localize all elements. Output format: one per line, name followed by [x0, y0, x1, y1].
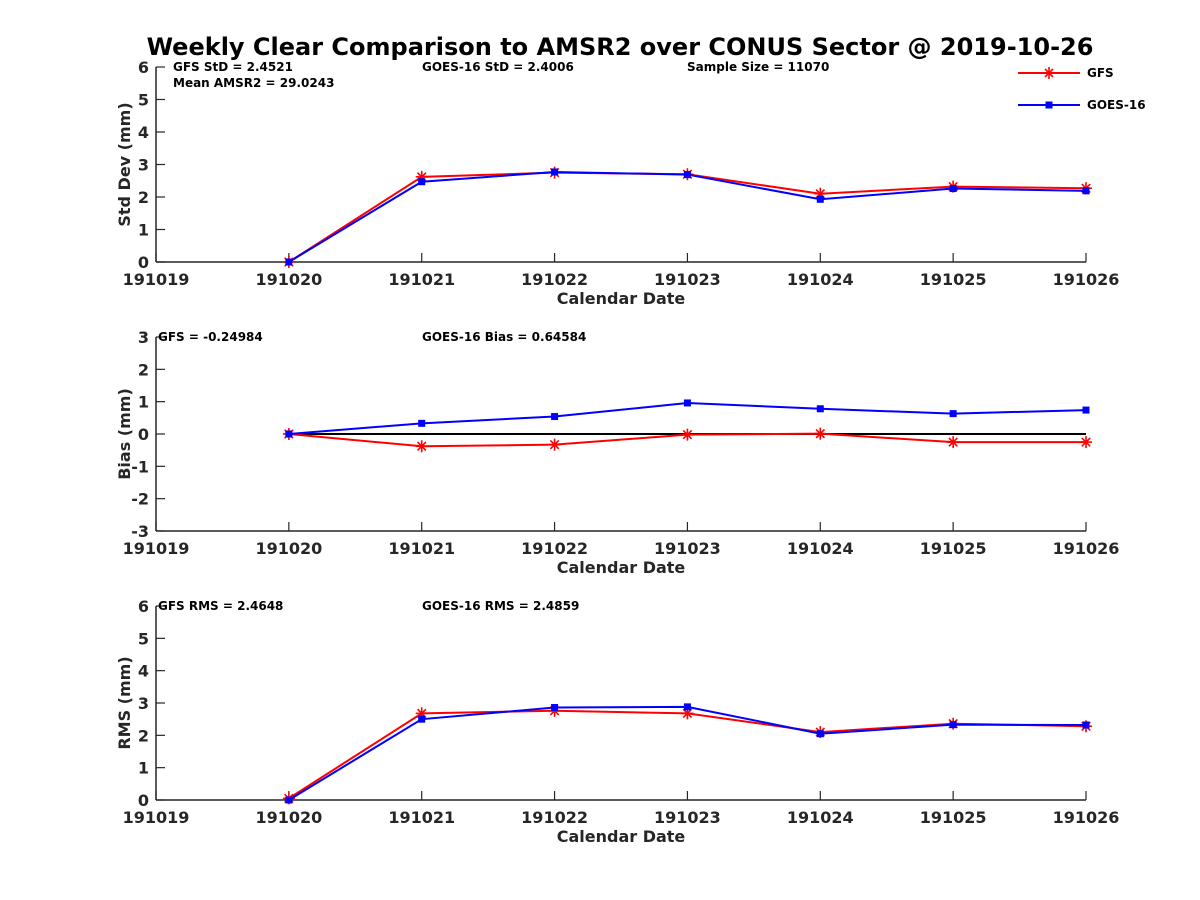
rms-y-tick-label: 0	[138, 791, 149, 810]
bias-y-tick-label: -1	[131, 457, 149, 476]
std-dev-goes16-point	[551, 168, 559, 176]
rms-y-tick-label: 3	[138, 694, 149, 713]
std-dev-x-tick-label: 191024	[787, 270, 854, 289]
std-dev-x-tick-label: 191023	[654, 270, 721, 289]
rms-panel: 191019 191020 191021 191022 191023 191024 1910…	[115, 597, 1119, 846]
rms-goes16-point	[285, 796, 293, 804]
bias-y-axis-label: Bias (mm)	[115, 388, 134, 480]
rms-x-tick-label: 191025	[920, 808, 987, 827]
bias-goes16-point	[816, 405, 824, 413]
rms-y-tick-label: 2	[138, 726, 149, 745]
rms-x-tick-label: 191023	[654, 808, 721, 827]
rms-y-axis-label: RMS (mm)	[115, 656, 134, 749]
std-dev-y-tick-label: 5	[138, 91, 149, 110]
std-dev-annotation: GOES-16 StD = 2.4006	[422, 60, 574, 74]
std-dev-goes16-point	[1082, 187, 1090, 195]
std-dev-goes16-point	[816, 195, 824, 203]
bias-y-tick-label: 1	[138, 393, 149, 412]
std-dev-goes16-point	[683, 171, 691, 179]
bias-gfs-point	[548, 438, 561, 451]
std-dev-x-tick-label: 191021	[388, 270, 455, 289]
std-dev-x-tick-label: 191020	[255, 270, 322, 289]
rms-x-tick-label: 191020	[255, 808, 322, 827]
bias-x-tick-label: 191023	[654, 539, 721, 558]
rms-x-axis-label: Calendar Date	[557, 827, 686, 846]
std-dev-goes16-point	[949, 185, 957, 193]
rms-goes16-point	[418, 715, 426, 723]
legend-goes16-marker	[1045, 101, 1053, 109]
legend-gfs-marker	[1043, 67, 1055, 79]
legend-gfs-label: GFS	[1087, 66, 1114, 80]
std-dev-x-tick-label: 191025	[920, 270, 987, 289]
bias-y-tick-label: 2	[138, 360, 149, 379]
bias-x-tick-label: 191024	[787, 539, 854, 558]
std-dev-y-tick-label: 1	[138, 221, 149, 240]
bias-goes16-point	[683, 399, 691, 407]
bias-x-tick-label: 191019	[123, 539, 190, 558]
rms-x-tick-label: 191026	[1053, 808, 1120, 827]
bias-goes16-point	[551, 413, 559, 421]
rms-goes16-point	[551, 704, 559, 712]
bias-x-tick-label: 191025	[920, 539, 987, 558]
bias-gfs-point	[814, 427, 827, 440]
bias-panel: 191019 191020 191021 191022 191023 191024 1910…	[115, 328, 1119, 577]
rms-x-tick-label: 191024	[787, 808, 854, 827]
rms-goes16-point	[683, 703, 691, 711]
std-dev-gfs-line	[288, 171, 1087, 263]
rms-x-tick-label: 191022	[521, 808, 588, 827]
std-dev-y-axis-label: Std Dev (mm)	[115, 102, 134, 226]
bias-x-tick-label: 191021	[388, 539, 455, 558]
bias-x-axis-label: Calendar Date	[557, 558, 686, 577]
std-dev-goes16-point	[285, 258, 293, 266]
bias-gfs-point	[1080, 436, 1092, 449]
legend: GFS GOES-16	[1018, 66, 1146, 112]
rms-y-tick-label: 4	[138, 662, 149, 681]
bias-y-tick-label: 0	[138, 425, 149, 444]
figure-title: Weekly Clear Comparison to AMSR2 over CO…	[147, 33, 1094, 61]
std-dev-y-tick-label: 3	[138, 156, 149, 175]
bias-gfs-point	[415, 440, 428, 453]
std-dev-annotation: Sample Size = 11070	[687, 60, 829, 74]
bias-y-tick-label: -3	[131, 522, 149, 541]
bias-annotation: GOES-16 Bias = 0.64584	[422, 330, 586, 344]
std-dev-y-tick-label: 0	[138, 253, 149, 272]
bias-x-tick-label: 191026	[1053, 539, 1120, 558]
rms-goes16-point	[949, 721, 957, 729]
bias-goes16-point	[949, 410, 957, 418]
std-dev-goes16-point	[418, 178, 426, 186]
rms-x-tick-label: 191021	[388, 808, 455, 827]
std-dev-x-tick-label: 191026	[1053, 270, 1120, 289]
rms-x-tick-label: 191019	[123, 808, 190, 827]
std-dev-y-tick-label: 6	[138, 58, 149, 77]
std-dev-y-tick-label: 4	[138, 123, 149, 142]
bias-x-tick-label: 191022	[521, 539, 588, 558]
bias-gfs-point	[947, 436, 960, 449]
std-dev-annotation: GFS StD = 2.4521	[173, 60, 293, 74]
legend-goes16-label: GOES-16	[1087, 98, 1146, 112]
std-dev-y-tick-label: 2	[138, 188, 149, 207]
bias-goes16-point	[1082, 406, 1090, 414]
bias-gfs-point	[681, 428, 694, 441]
rms-goes16-point	[816, 730, 824, 738]
bias-y-tick-label: -2	[131, 490, 149, 509]
std-dev-x-tick-label: 191019	[123, 270, 190, 289]
bias-annotation: GFS = -0.24984	[158, 330, 263, 344]
rms-y-tick-label: 5	[138, 629, 149, 648]
std-dev-panel: 191019 191020 191021 191022 191023 191024 1910…	[115, 58, 1119, 308]
std-dev-x-tick-label: 191022	[521, 270, 588, 289]
bias-goes16-point	[418, 419, 426, 427]
bias-goes16-point	[285, 430, 293, 438]
rms-y-tick-label: 1	[138, 759, 149, 778]
rms-annotation: GOES-16 RMS = 2.4859	[422, 599, 579, 613]
rms-annotation: GFS RMS = 2.4648	[158, 599, 283, 613]
bias-y-tick-label: 3	[138, 328, 149, 347]
bias-x-tick-label: 191020	[255, 539, 322, 558]
std-dev-x-axis-label: Calendar Date	[557, 289, 686, 308]
rms-y-tick-label: 6	[138, 597, 149, 616]
std-dev-annotation: Mean AMSR2 = 29.0243	[173, 76, 334, 90]
rms-goes16-point	[1082, 721, 1090, 729]
